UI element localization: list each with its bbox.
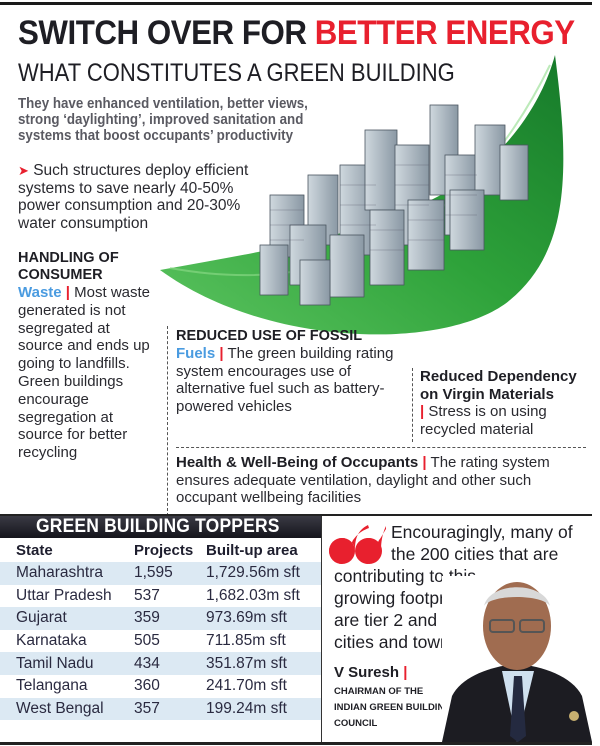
table-row: Maharashtra 1,595 1,729.56m sft	[0, 562, 321, 585]
cell-area: 1,682.03m sft	[206, 586, 300, 604]
header-state: State	[16, 541, 53, 559]
table-row: Telangana 360 241.70m sft	[0, 675, 321, 698]
quote-line: the 200 cities that are	[391, 544, 559, 564]
table-top-rule	[0, 514, 592, 516]
cell-area: 351.87m sft	[200, 652, 321, 675]
bullet-point: ➤ Such structures deploy efficient syste…	[18, 162, 268, 232]
quote-attribution-name: V Suresh |	[334, 664, 407, 681]
cell-area: 241.70m sft	[206, 677, 287, 695]
cell-projects: 360	[134, 677, 160, 695]
cell-state: Uttar Pradesh	[16, 586, 112, 604]
subheadline: WHAT CONSTITUTES A GREEN BUILDING	[18, 59, 455, 87]
quote-line: contributing to this growing footprint a…	[334, 566, 477, 652]
quote-attribution-role: CHAIRMAN OF THE INDIAN GREEN BUILDING CO…	[334, 686, 452, 729]
accent-word: Fuels	[176, 345, 216, 362]
leaf-icon	[160, 55, 564, 335]
accent-word: Waste	[18, 284, 62, 301]
body-text: Most waste generated is not segregated a…	[18, 284, 151, 462]
cell-area: 711.85m sft	[206, 632, 286, 650]
section-consumer-waste: HANDLING OF CONSUMER Waste | Most waste …	[18, 250, 158, 462]
section-body: Fuels | The green building rating system…	[176, 345, 404, 415]
section-body: | Stress is on using recycled material	[420, 403, 590, 438]
cell-projects: 537	[134, 586, 160, 604]
section-fossil-fuels: REDUCED USE OF FOSSIL Fuels | The green …	[176, 328, 404, 415]
body-text: The green building rating system encoura…	[176, 345, 394, 415]
green-building-toppers-table: GREEN BUILDING TOPPERS State Projects Bu…	[0, 516, 321, 744]
table-row: Gujarat 359 973.69m sft	[0, 607, 321, 630]
cell-state: West Bengal	[0, 697, 130, 721]
table-row: West Bengal 357 199.24m sft	[0, 697, 321, 721]
header-builtup-area: Built-up area	[206, 541, 298, 559]
table-row: Uttar Pradesh 537 1,682.03m sft	[0, 585, 321, 608]
cell-area: 199.24m sft	[200, 697, 321, 721]
portrait-photo	[442, 576, 592, 742]
table-title-text: GREEN BUILDING TOPPERS	[36, 516, 280, 537]
table-row: Karnataka 505 711.85m sft	[0, 630, 321, 653]
table-header-row: State Projects Built-up area	[0, 538, 321, 562]
intro-text: They have enhanced ventilation, better v…	[18, 96, 308, 144]
bottom-rule	[0, 742, 592, 745]
attribution-name-text: V Suresh	[334, 664, 400, 681]
pipe-separator: |	[420, 403, 425, 420]
pipe-separator: |	[65, 284, 70, 301]
cell-area: 1,729.56m sft	[200, 562, 321, 585]
dotted-divider-vertical	[167, 326, 168, 516]
cell-state: Maharashtra	[0, 562, 130, 585]
section-body: Waste | Most waste generated is not segr…	[18, 284, 158, 462]
cell-state: Gujarat	[0, 607, 130, 630]
cell-projects: 505	[134, 632, 160, 650]
section-title: Reduced Dependency on Virgin Materials	[420, 368, 577, 403]
header-projects: Projects	[134, 541, 194, 559]
headline-red-text: BETTER ENERGY	[314, 14, 575, 52]
dotted-divider-horizontal	[176, 447, 586, 448]
cell-projects: 434	[130, 652, 200, 675]
cell-projects: 1,595	[130, 562, 200, 585]
quote-mark-icon	[329, 525, 386, 564]
column-divider	[321, 516, 322, 742]
cell-projects: 359	[130, 607, 200, 630]
cell-state: Tamil Nadu	[0, 652, 130, 675]
pipe-separator: |	[403, 664, 408, 681]
section-title: REDUCED USE OF FOSSIL	[176, 328, 363, 344]
top-rule	[0, 2, 592, 5]
arrow-bullet-icon: ➤	[18, 163, 29, 178]
section-title: Health & Well-Being of Occupants	[176, 454, 419, 471]
pipe-separator: |	[219, 345, 224, 362]
cell-area: 973.69m sft	[200, 607, 321, 630]
table-title: GREEN BUILDING TOPPERS	[0, 516, 321, 538]
body-text: The rating system ensures adequate venti…	[176, 454, 550, 506]
body-text: Stress is on using recycled material	[420, 403, 547, 438]
cell-state: Telangana	[16, 677, 88, 695]
headline: SWITCH OVER FOR BETTER ENERGY	[18, 14, 575, 52]
section-title: HANDLING OF CONSUMER	[18, 250, 119, 283]
table-row: Tamil Nadu 434 351.87m sft	[0, 652, 321, 675]
bullet-text: Such structures deploy efficient systems…	[18, 162, 249, 232]
dotted-divider-vertical	[412, 368, 413, 442]
quote-panel: Encouragingly, many of the 200 cities th…	[322, 516, 592, 742]
cell-state: Karnataka	[16, 632, 87, 650]
section-virgin-materials: Reduced Dependency on Virgin Materials |…	[420, 368, 590, 438]
green-leaf-city-illustration	[150, 50, 600, 350]
headline-dark-text: SWITCH OVER FOR	[18, 14, 315, 52]
section-health-wellbeing: Health & Well-Being of Occupants | The r…	[176, 454, 586, 507]
quote-text: Encouragingly, many of the 200 cities th…	[334, 521, 592, 653]
pipe-separator: |	[422, 454, 427, 471]
toppers-table: State Projects Built-up area Maharashtra…	[0, 538, 321, 721]
quote-line: Encouragingly, many of	[391, 522, 573, 542]
cell-projects: 357	[130, 697, 200, 721]
